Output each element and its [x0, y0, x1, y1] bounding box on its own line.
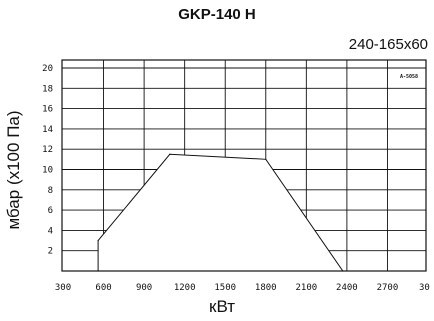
code-label: A-5058: [400, 74, 418, 80]
x-tick-label: 1500: [214, 283, 236, 293]
y-tick-label: 6: [48, 206, 53, 216]
x-tick-label: 2700: [377, 283, 399, 293]
y-tick-label: 14: [42, 125, 53, 135]
x-tick-label: 900: [136, 283, 152, 293]
x-tick-label: 2400: [336, 283, 358, 293]
y-tick-label: 12: [42, 145, 53, 155]
data-point: [97, 239, 99, 242]
x-tick-label: 30: [419, 283, 430, 293]
chart-title: GKP-140 H: [178, 6, 256, 23]
x-tick-label: 1800: [255, 283, 277, 293]
y-tick-label: 20: [42, 64, 53, 74]
chart-subtitle: 240-165x60: [348, 36, 428, 53]
data-point: [265, 158, 267, 160]
x-tick-label: 2100: [295, 283, 317, 293]
x-axis-label: кВт: [209, 297, 235, 316]
y-tick-label: 16: [42, 105, 53, 115]
tick-labels: 2 4 6 8 10 12 14 16 18 20 300 600 900 1200 1500 1800 210…: [42, 64, 430, 293]
y-tick-label: 10: [42, 166, 53, 176]
plot-frame: [61, 59, 427, 272]
x-tick-label: 600: [95, 283, 111, 293]
y-tick-label: 2: [48, 247, 53, 257]
y-tick-label: 4: [48, 226, 53, 236]
y-tick-label: 18: [42, 84, 53, 94]
x-tick-label: 300: [55, 283, 71, 293]
data-point: [169, 153, 171, 155]
x-tick-label: 1200: [174, 283, 196, 293]
y-tick-label: 8: [48, 186, 53, 196]
